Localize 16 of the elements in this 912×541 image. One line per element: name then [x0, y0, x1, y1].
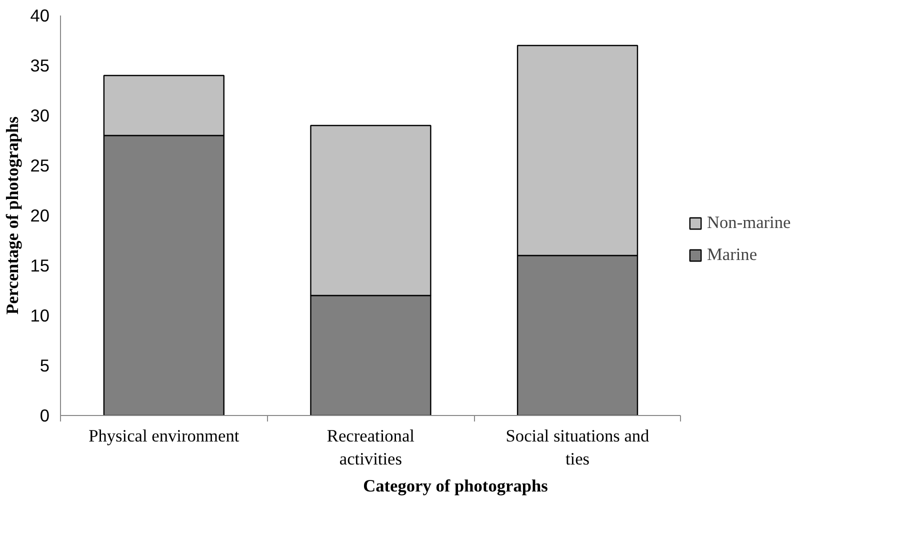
y-tick-label: 35	[30, 56, 50, 76]
y-axis-title: Percentage of photographs	[3, 116, 22, 314]
y-tick-label: 40	[30, 6, 50, 26]
x-axis-title: Category of photographs	[363, 476, 548, 496]
legend-label: Marine	[707, 245, 758, 265]
y-tick-label: 20	[30, 206, 50, 226]
x-tick-label: Recreational activities	[326, 426, 415, 468]
y-tick-label: 5	[40, 356, 50, 376]
x-tick-label: Physical environment	[88, 426, 240, 446]
x-tick-label: Social situations and ties	[506, 426, 650, 468]
legend-label: Non-marine	[707, 213, 791, 233]
y-tick-label: 25	[30, 156, 50, 176]
y-tick-label: 0	[40, 406, 50, 426]
y-tick-label: 10	[30, 306, 50, 326]
y-tick-label: 15	[30, 256, 50, 276]
y-tick-label: 30	[30, 106, 50, 126]
